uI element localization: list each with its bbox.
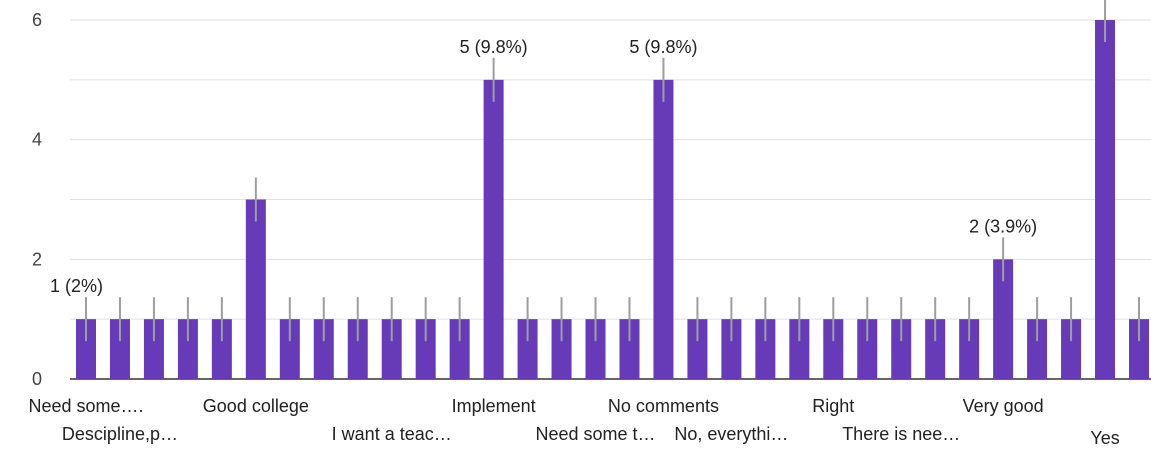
bar[interactable] (1027, 319, 1048, 379)
bar[interactable] (755, 319, 776, 379)
x-tick-label: Yes (1090, 428, 1119, 448)
bar[interactable] (109, 319, 130, 379)
bar[interactable] (381, 319, 402, 379)
bar[interactable] (347, 319, 368, 379)
bar[interactable] (211, 319, 232, 379)
bar[interactable] (313, 319, 334, 379)
bar[interactable] (585, 319, 606, 379)
x-tick-label: Need some t… (535, 424, 655, 444)
y-tick-label: 0 (32, 369, 42, 389)
x-tick-label: No, everythi… (674, 424, 788, 444)
bar[interactable] (1061, 319, 1082, 379)
x-tick-label: No comments (608, 396, 719, 416)
x-tick-label: Implement (452, 396, 536, 416)
data-label: 5 (9.8%) (629, 37, 697, 57)
x-tick-label: I want a teac… (332, 424, 452, 444)
bar[interactable] (993, 259, 1014, 379)
bar[interactable] (857, 319, 878, 379)
data-label: 2 (3.9%) (969, 216, 1037, 236)
bar[interactable] (653, 79, 674, 379)
data-label: 5 (9.8%) (460, 37, 528, 57)
bar[interactable] (687, 319, 708, 379)
bar[interactable] (483, 79, 504, 379)
bar[interactable] (143, 319, 164, 379)
y-tick-label: 6 (32, 10, 42, 30)
bar[interactable] (823, 319, 844, 379)
x-tick-label: Need some…. (28, 396, 143, 416)
bar[interactable] (517, 319, 538, 379)
bar[interactable] (891, 319, 912, 379)
bar[interactable] (279, 319, 300, 379)
bar[interactable] (721, 319, 742, 379)
bar[interactable] (177, 319, 198, 379)
y-tick-label: 4 (32, 130, 42, 150)
bar[interactable] (619, 319, 640, 379)
bar[interactable] (789, 319, 810, 379)
bar[interactable] (959, 319, 980, 379)
x-tick-label: Very good (963, 396, 1044, 416)
x-tick-label: Good college (203, 396, 309, 416)
bar[interactable] (76, 319, 96, 379)
x-tick-label: There is nee… (842, 424, 960, 444)
data-label: 1 (2%) (50, 276, 103, 296)
bar[interactable] (245, 199, 266, 380)
bar[interactable] (415, 319, 436, 379)
bar[interactable] (1129, 319, 1149, 379)
bar[interactable] (1095, 20, 1116, 379)
x-tick-label: Descipline,p… (62, 424, 178, 444)
y-tick-label: 2 (32, 249, 42, 269)
x-tick-label: Right (812, 396, 854, 416)
bar[interactable] (449, 319, 470, 379)
bar[interactable] (925, 319, 946, 379)
bar[interactable] (551, 319, 572, 379)
